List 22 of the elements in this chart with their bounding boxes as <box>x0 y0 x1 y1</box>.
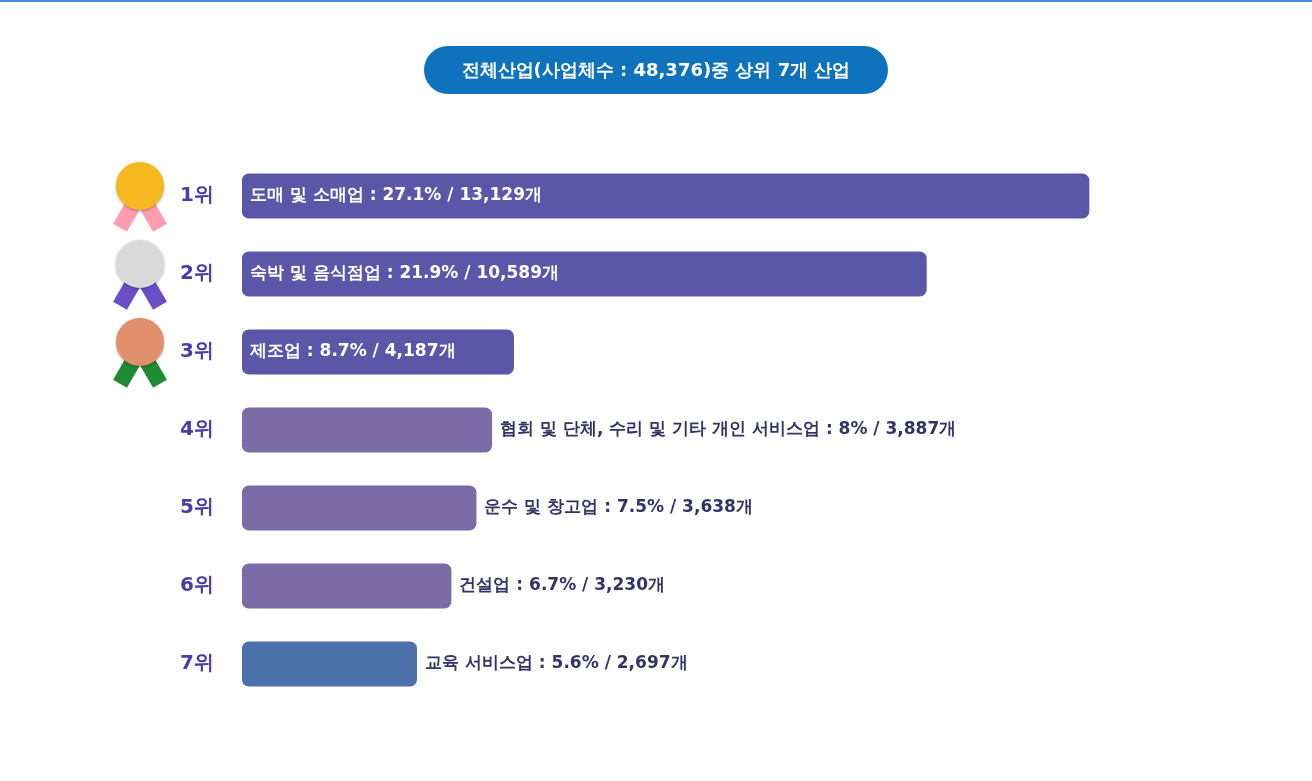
y-tick-label: 2위 <box>179 260 214 285</box>
data-label: 교육 서비스업 : 5.6% / 2,697개 <box>425 652 688 673</box>
bar <box>241 329 514 375</box>
data-label: 건설업 : 6.7% / 3,230개 <box>459 574 666 595</box>
data-label: 도매 및 소매업 : 27.1% / 13,129개 <box>249 184 543 205</box>
data-label: 협회 및 단체, 수리 및 기타 개인 서비스업 : 8% / 3,887개 <box>500 418 957 439</box>
bar <box>241 641 418 687</box>
chart-title: 전체산업(사업체수 : 48,376)중 상위 7개 산업 <box>423 46 889 94</box>
y-tick-label: 6위 <box>179 572 214 597</box>
y-tick-label: 7위 <box>179 650 214 675</box>
data-label: 운수 및 창고업 : 7.5% / 3,638개 <box>484 496 753 517</box>
data-label: 제조업 : 8.7% / 4,187개 <box>248 340 456 361</box>
bar <box>241 485 477 531</box>
bar <box>241 251 927 297</box>
bar <box>241 563 452 609</box>
bar <box>241 173 1090 219</box>
bar <box>241 407 493 453</box>
y-tick-label: 5위 <box>179 494 214 519</box>
data-label: 숙박 및 음식점업 : 21.9% / 10,589개 <box>249 262 560 283</box>
y-tick-label: 1위 <box>179 182 214 207</box>
y-tick-label: 4위 <box>179 416 214 441</box>
y-tick-label: 3위 <box>179 338 214 363</box>
